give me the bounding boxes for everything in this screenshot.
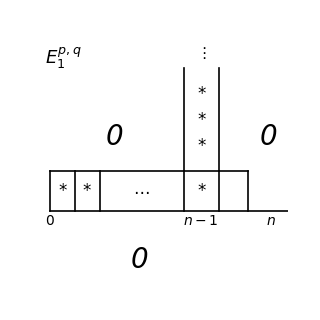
Text: *: * — [197, 137, 205, 155]
Text: $E_1^{p,q}$: $E_1^{p,q}$ — [45, 45, 82, 71]
Text: *: * — [197, 111, 205, 129]
Text: 0: 0 — [106, 123, 123, 151]
Text: *: * — [83, 182, 91, 200]
Text: $n-1$: $n-1$ — [183, 214, 219, 228]
Text: $\vdots$: $\vdots$ — [196, 44, 206, 60]
Text: 0: 0 — [45, 214, 54, 228]
Text: *: * — [197, 182, 205, 200]
Text: *: * — [197, 85, 205, 103]
Text: 0: 0 — [130, 246, 148, 274]
Text: *: * — [58, 182, 67, 200]
Text: $\cdots$: $\cdots$ — [133, 182, 150, 200]
Text: $n$: $n$ — [266, 214, 276, 228]
Text: 0: 0 — [259, 123, 277, 151]
